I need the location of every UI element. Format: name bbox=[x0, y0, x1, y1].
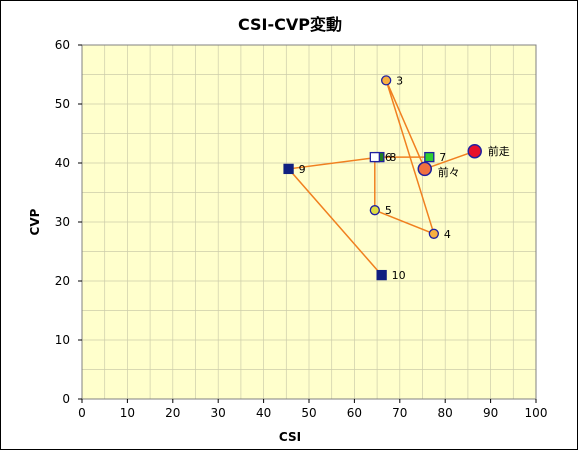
x-tick-label: 70 bbox=[392, 406, 407, 420]
y-tick-label: 60 bbox=[55, 38, 70, 52]
chart-title: CSI-CVP変動 bbox=[238, 15, 342, 34]
data-point-label: 前々 bbox=[438, 165, 460, 179]
data-point-marker bbox=[283, 163, 294, 175]
data-point-marker bbox=[381, 75, 392, 86]
x-tick-label: 100 bbox=[525, 406, 548, 420]
y-tick-label: 50 bbox=[55, 97, 70, 111]
x-tick-label: 20 bbox=[165, 406, 180, 420]
data-point-marker bbox=[369, 205, 380, 216]
data-point-label: 10 bbox=[392, 269, 406, 282]
data-point-label: 6 bbox=[385, 151, 392, 164]
data-point-label: 5 bbox=[385, 204, 392, 217]
data-point-label: 3 bbox=[396, 74, 403, 87]
data-point-label: 8 bbox=[389, 151, 396, 164]
x-tick-label: 0 bbox=[78, 406, 86, 420]
x-axis-label: CSI bbox=[279, 430, 301, 444]
x-tick-label: 50 bbox=[301, 406, 316, 420]
data-point-marker bbox=[424, 151, 435, 163]
data-point-marker bbox=[417, 161, 433, 177]
x-tick-label: 40 bbox=[256, 406, 271, 420]
series-line bbox=[287, 80, 475, 276]
y-axis-label: CVP bbox=[28, 208, 42, 235]
y-tick-label: 20 bbox=[55, 274, 70, 288]
data-point-marker bbox=[369, 151, 380, 163]
data-point-marker bbox=[376, 269, 387, 281]
x-tick-label: 10 bbox=[120, 406, 135, 420]
x-tick-label: 80 bbox=[438, 406, 453, 420]
y-tick-label: 30 bbox=[55, 215, 70, 229]
y-tick-label: 0 bbox=[62, 392, 70, 406]
data-point-marker bbox=[428, 228, 440, 239]
y-tick-label: 10 bbox=[55, 333, 70, 347]
data-point-marker bbox=[467, 143, 482, 159]
data-point-label: 4 bbox=[444, 228, 451, 241]
data-point-label: 7 bbox=[439, 151, 446, 164]
y-tick-label: 40 bbox=[55, 156, 70, 170]
data-point-label: 9 bbox=[299, 163, 306, 176]
x-tick-label: 30 bbox=[211, 406, 226, 420]
x-tick-label: 60 bbox=[347, 406, 362, 420]
x-tick-label: 90 bbox=[483, 406, 498, 420]
data-point-label: 前走 bbox=[488, 144, 510, 158]
